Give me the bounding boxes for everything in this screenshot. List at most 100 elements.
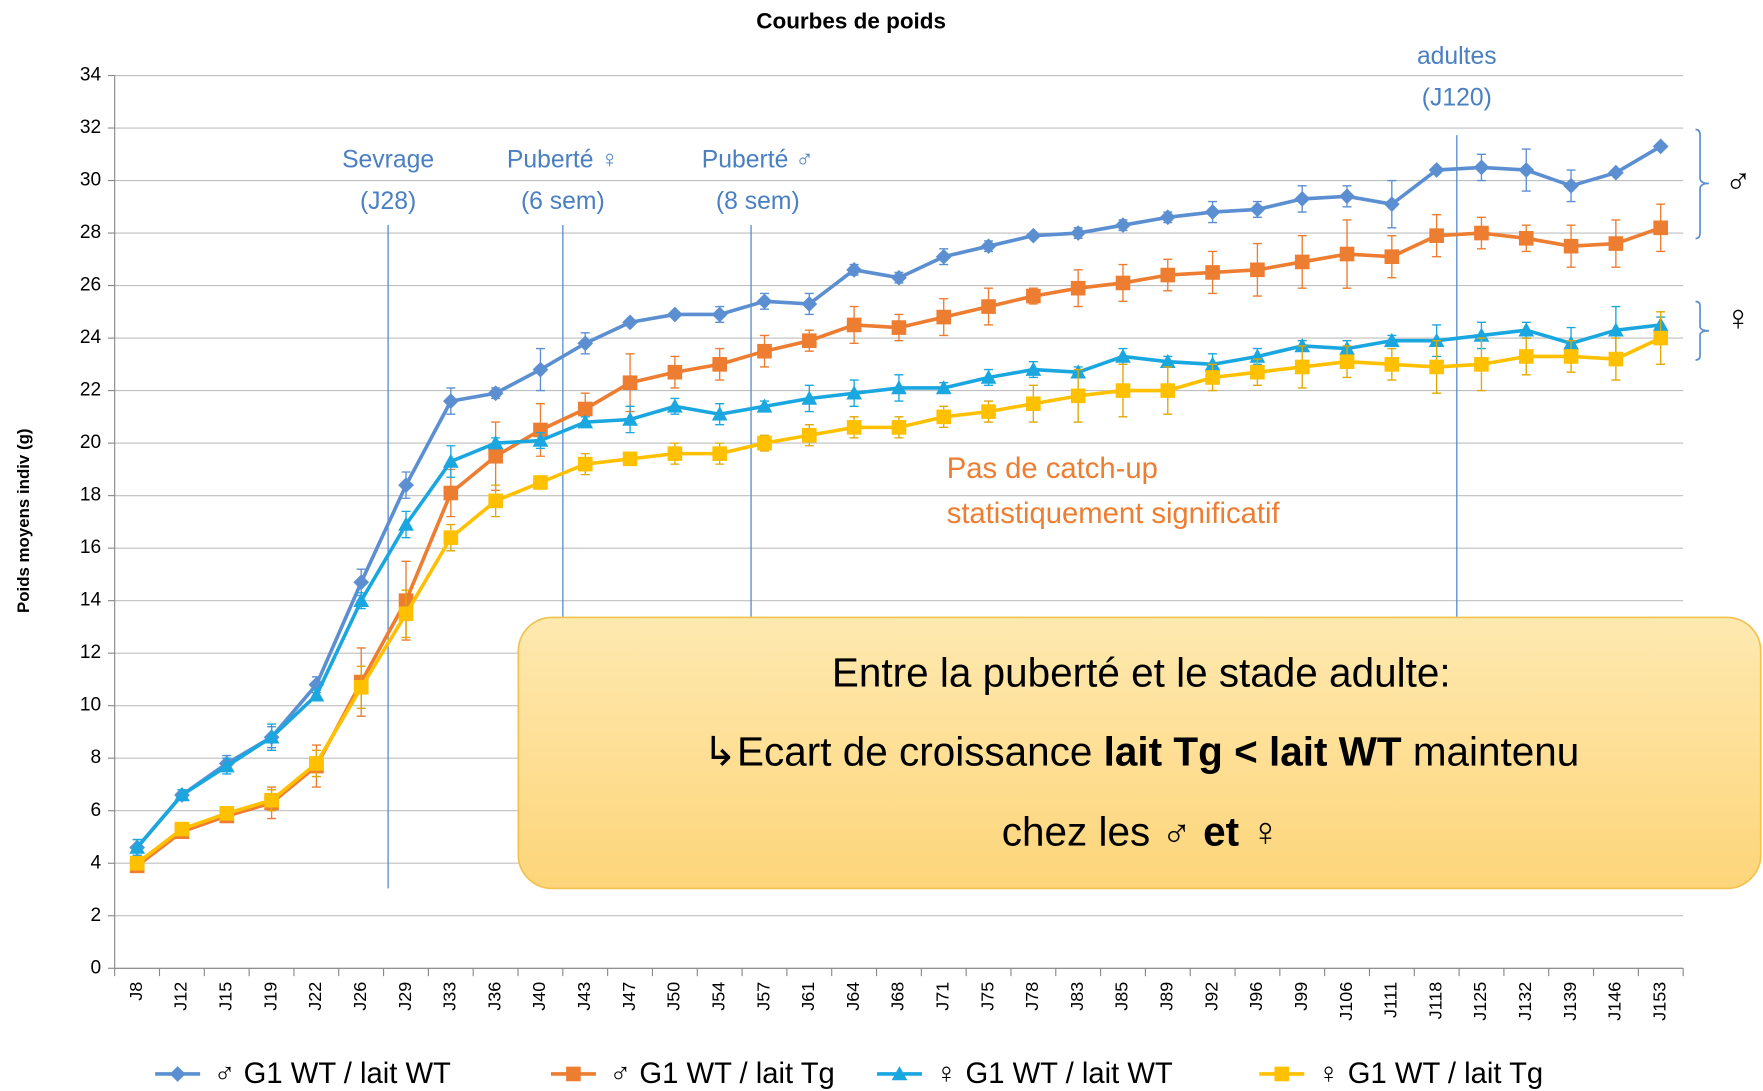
- bracket: [1696, 129, 1709, 238]
- note: statistiquement significatif: [947, 498, 1281, 530]
- point: [1474, 160, 1490, 176]
- point: [1071, 389, 1086, 404]
- annotation: (J120): [1422, 85, 1492, 112]
- y-tick-label: 22: [80, 380, 101, 401]
- x-tick-label: J139: [1560, 982, 1580, 1021]
- y-tick-label: 32: [80, 117, 101, 138]
- legend-label: ♂ G1 WT / lait Tg: [609, 1058, 834, 1090]
- y-tick-label: 20: [80, 432, 101, 453]
- point: [566, 1067, 581, 1082]
- point: [892, 420, 907, 435]
- point: [1160, 209, 1176, 225]
- point: [1474, 357, 1489, 372]
- point: [622, 314, 638, 330]
- point: [1519, 349, 1534, 364]
- point: [1160, 383, 1175, 398]
- point: [1070, 225, 1086, 241]
- x-tick-label: J43: [574, 982, 594, 1011]
- y-tick-label: 8: [91, 747, 102, 768]
- point: [936, 410, 951, 425]
- point: [1519, 231, 1534, 246]
- legend-label: ♂ G1 WT / lait WT: [214, 1058, 451, 1090]
- x-tick-label: J61: [798, 982, 818, 1011]
- point: [623, 452, 638, 467]
- point: [981, 238, 997, 254]
- point: [1025, 228, 1041, 244]
- x-tick-label: J57: [753, 982, 773, 1011]
- point: [712, 307, 728, 323]
- point: [398, 477, 414, 493]
- annotation: (J28): [360, 188, 416, 215]
- x-tick-label: J99: [1291, 982, 1311, 1011]
- point: [264, 793, 279, 808]
- point: [1116, 276, 1131, 291]
- chart-title: Courbes de poids: [756, 9, 946, 34]
- point: [1026, 396, 1041, 411]
- callout-line: Entre la puberté et le stade adulte:: [832, 650, 1451, 696]
- point: [981, 404, 996, 419]
- point: [444, 530, 459, 545]
- legend-label: ♀ G1 WT / lait Tg: [1318, 1058, 1543, 1090]
- annotation: adultes: [1417, 43, 1497, 70]
- point: [1160, 268, 1175, 283]
- x-tick-label: J19: [260, 982, 280, 1011]
- callout-text: ♀: [1239, 808, 1281, 854]
- annotation: Sevrage: [342, 146, 434, 173]
- note: Pas de catch-up: [947, 453, 1158, 485]
- bracket: [1696, 302, 1709, 360]
- point: [175, 822, 190, 837]
- callout-text: ↳Ecart de croissance: [703, 728, 1104, 774]
- x-tick-label: J78: [1022, 982, 1042, 1011]
- point: [936, 249, 952, 265]
- legend-item: ♂ G1 WT / lait Tg: [551, 1058, 835, 1090]
- point: [1518, 162, 1534, 178]
- y-tick-label: 2: [91, 905, 102, 926]
- point: [936, 310, 951, 325]
- point: [1071, 281, 1086, 296]
- point: [578, 457, 593, 472]
- y-tick-label: 16: [80, 537, 101, 558]
- point: [1026, 289, 1041, 304]
- legend-item: ♀ G1 WT / lait WT: [877, 1058, 1173, 1090]
- point: [757, 344, 772, 359]
- point: [578, 402, 593, 417]
- point: [757, 293, 773, 309]
- point: [847, 420, 862, 435]
- point: [399, 606, 414, 621]
- point: [757, 436, 772, 451]
- point: [1609, 236, 1624, 251]
- x-tick-label: J15: [216, 982, 236, 1011]
- point: [533, 362, 549, 378]
- x-tick-label: J125: [1470, 982, 1490, 1021]
- y-axis-label: Poids moyens indiv (g): [14, 428, 33, 613]
- x-tick-label: J106: [1336, 982, 1356, 1021]
- point: [1115, 217, 1131, 233]
- point: [712, 446, 727, 461]
- point: [1295, 360, 1310, 375]
- point: [1116, 383, 1131, 398]
- point: [1250, 365, 1265, 380]
- y-tick-label: 34: [80, 65, 102, 86]
- point: [444, 486, 459, 501]
- point: [533, 475, 548, 490]
- point: [443, 393, 459, 409]
- point: [1340, 354, 1355, 369]
- legend-label: ♀ G1 WT / lait WT: [935, 1058, 1172, 1090]
- y-tick-label: 10: [80, 695, 101, 716]
- point: [1608, 165, 1624, 181]
- point: [1294, 191, 1310, 207]
- y-tick-label: 4: [91, 852, 102, 873]
- point: [1474, 226, 1489, 241]
- point: [1339, 188, 1355, 204]
- x-tick-label: J47: [619, 982, 639, 1011]
- x-tick-label: J54: [708, 982, 728, 1011]
- callout-line: chez les ♂ et ♀: [1002, 808, 1281, 854]
- point: [1429, 228, 1444, 243]
- group-label: ♀: [1725, 297, 1752, 338]
- point: [1429, 360, 1444, 375]
- point: [1250, 263, 1265, 278]
- callout-bold: ♂ et: [1161, 808, 1239, 854]
- x-tick-label: J22: [305, 982, 325, 1011]
- y-tick-label: 12: [80, 642, 101, 663]
- x-tick-label: J12: [171, 982, 191, 1011]
